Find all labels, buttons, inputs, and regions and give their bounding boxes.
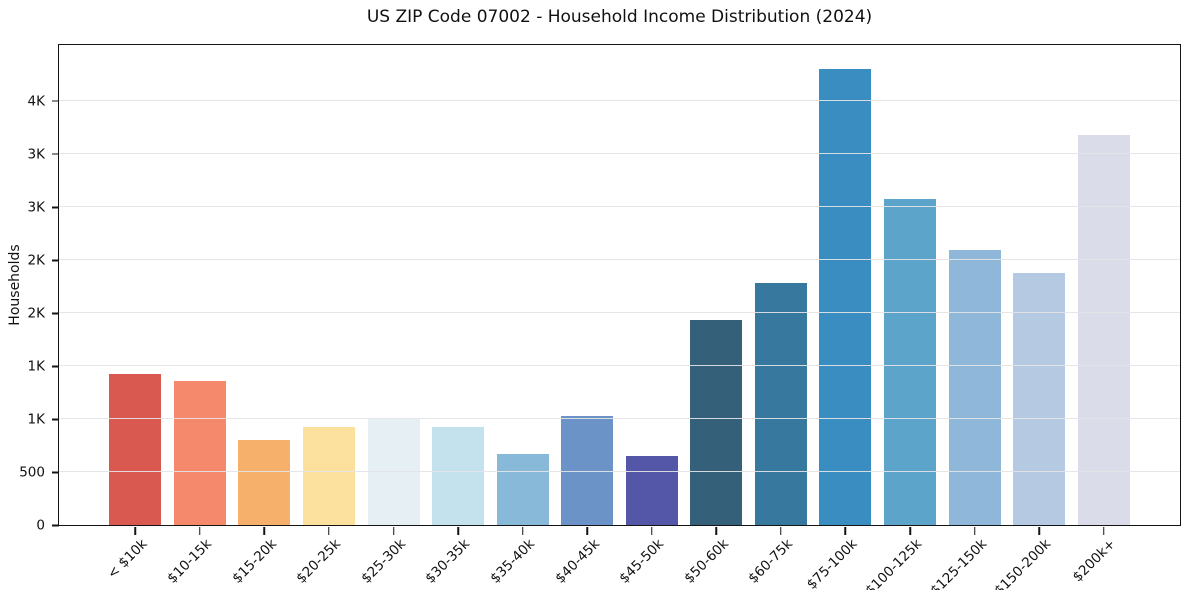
x-tick-label: $20-25k bbox=[293, 536, 345, 587]
x-tick-mark bbox=[328, 526, 330, 535]
bar-7 bbox=[496, 453, 549, 525]
bar-slot: $20-25k bbox=[294, 45, 362, 587]
y-tick-mark bbox=[52, 524, 59, 527]
bar-slot: $125-150k bbox=[927, 45, 1007, 590]
x-tick-mark bbox=[263, 526, 266, 535]
x-tick-label: $200k+ bbox=[1069, 536, 1120, 586]
bar-5 bbox=[367, 418, 420, 525]
x-tick-label: $75-100k bbox=[804, 536, 861, 590]
x-tick-mark bbox=[780, 526, 782, 535]
x-tick-mark bbox=[1038, 526, 1040, 535]
bar-16 bbox=[1077, 134, 1130, 525]
x-tick-mark bbox=[134, 526, 137, 535]
y-tick-mark bbox=[52, 365, 59, 368]
x-tick-mark bbox=[392, 526, 395, 535]
bar-15 bbox=[1013, 272, 1066, 525]
gridline bbox=[59, 99, 1180, 101]
gridline bbox=[59, 417, 1180, 419]
x-tick-label: $50-60k bbox=[680, 536, 732, 587]
bar-slot: $25-30k bbox=[358, 45, 426, 587]
bar-slot: $15-20k bbox=[229, 45, 297, 587]
x-tick-mark bbox=[973, 526, 976, 535]
x-tick-mark bbox=[457, 526, 459, 535]
x-tick-label: $45-50k bbox=[616, 536, 668, 587]
x-tick-label: < $10k bbox=[104, 536, 151, 583]
bar-slot: $100-125k bbox=[863, 45, 943, 590]
gridline bbox=[59, 205, 1180, 207]
x-tick-label: $30-35k bbox=[422, 536, 474, 587]
bar-3 bbox=[238, 440, 291, 525]
bar-10 bbox=[690, 320, 743, 525]
bar-slot: < $10k bbox=[103, 45, 168, 582]
bars-container: < $10k $10-15k $15-20k $20-25k $25-30k $30-35… bbox=[59, 45, 1180, 590]
x-tick-mark bbox=[521, 526, 524, 535]
bar-6 bbox=[432, 427, 485, 525]
x-tick-label: $125-150k bbox=[927, 536, 990, 590]
x-tick-mark bbox=[199, 526, 201, 535]
bar-14 bbox=[948, 250, 1001, 525]
bar-8 bbox=[561, 415, 614, 525]
bar-slot: $50-60k bbox=[681, 45, 749, 587]
bar-slot: $150-200k bbox=[992, 45, 1072, 590]
plot-area: < $10k $10-15k $15-20k $20-25k $25-30k $30-35… bbox=[19, 44, 1181, 590]
y-tick-mark bbox=[52, 418, 59, 421]
bar-4 bbox=[302, 427, 355, 525]
x-tick-label: $15-20k bbox=[229, 536, 280, 587]
bar-slot: $45-50k bbox=[616, 45, 685, 587]
x-tick-label: $10-15k bbox=[164, 536, 216, 587]
x-tick-label: $35-40k bbox=[487, 536, 538, 587]
bar-13 bbox=[884, 199, 937, 525]
x-tick-label: $25-30k bbox=[358, 536, 409, 587]
x-tick-label: $40-45k bbox=[551, 536, 603, 587]
y-tick-mark bbox=[52, 312, 59, 315]
x-tick-mark bbox=[1102, 526, 1105, 535]
gridline bbox=[59, 258, 1180, 260]
gridline bbox=[59, 364, 1180, 366]
bar-slot: $60-75k bbox=[746, 45, 814, 587]
bar-slot: $10-15k bbox=[164, 45, 233, 587]
gridline bbox=[59, 470, 1180, 472]
bar-2 bbox=[173, 380, 226, 525]
chart-title: US ZIP Code 07002 - Household Income Dis… bbox=[366, 7, 873, 27]
gridline bbox=[59, 152, 1180, 154]
y-tick-mark bbox=[52, 206, 59, 209]
y-axis-label: Households bbox=[7, 244, 23, 326]
y-tick-mark bbox=[52, 471, 59, 474]
bar-slot: $35-40k bbox=[487, 45, 555, 587]
y-tick-mark bbox=[52, 259, 59, 262]
x-tick-mark bbox=[844, 526, 847, 535]
bar-slot: $200k+ bbox=[1070, 45, 1136, 585]
x-tick-mark bbox=[586, 526, 588, 535]
bar-9 bbox=[625, 456, 678, 525]
x-tick-mark bbox=[715, 526, 718, 535]
bar-11 bbox=[754, 283, 807, 525]
bar-slot: $75-100k bbox=[804, 45, 878, 590]
bar-12 bbox=[819, 68, 872, 525]
y-tick-mark bbox=[52, 153, 59, 155]
bar-1 bbox=[109, 374, 162, 525]
x-tick-label: $100-125k bbox=[862, 536, 926, 590]
x-tick-mark bbox=[651, 526, 653, 535]
y-tick-mark bbox=[52, 100, 59, 102]
gridline bbox=[59, 311, 1180, 313]
bar-slot: $40-45k bbox=[552, 45, 620, 587]
bar-slot: $30-35k bbox=[423, 45, 491, 587]
x-tick-mark bbox=[909, 526, 911, 535]
x-tick-label: $150-200k bbox=[991, 536, 1055, 590]
x-tick-label: $60-75k bbox=[745, 536, 797, 587]
